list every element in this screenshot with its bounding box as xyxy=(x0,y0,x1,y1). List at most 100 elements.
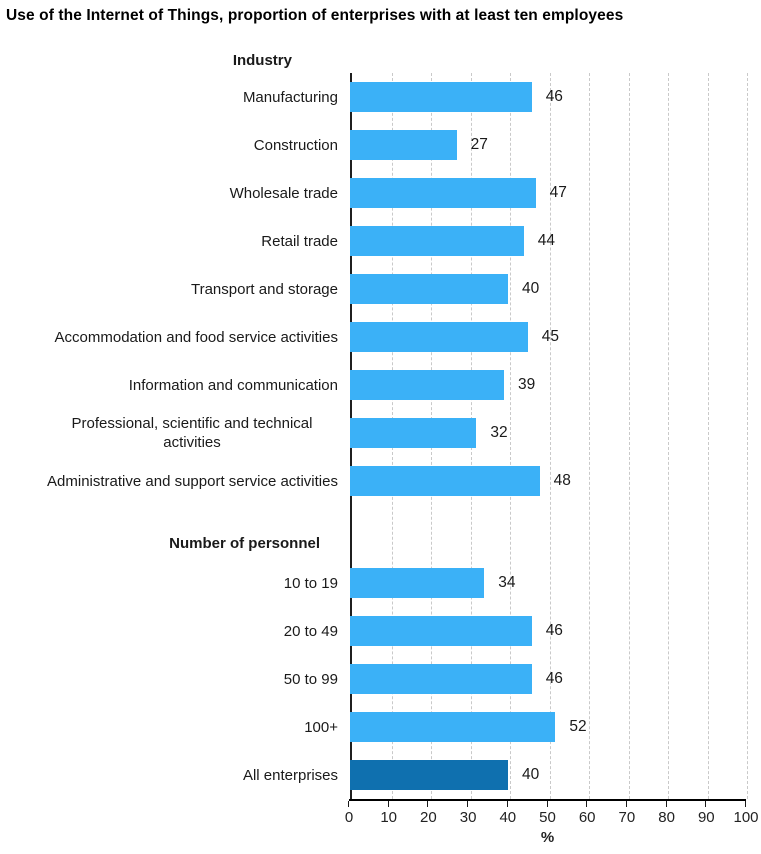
bar-administrative-and-support-service-activities xyxy=(350,466,540,497)
category-label-text: Professional, scientific and technical a… xyxy=(71,414,313,452)
group-header: Number of personnel xyxy=(0,505,761,559)
bar-row-retail-trade: Retail trade 44 xyxy=(0,217,761,265)
category-label-text: Accommodation and food service activitie… xyxy=(54,328,338,346)
bar-row-all-enterprises: All enterprises 40 xyxy=(0,751,761,799)
gridline xyxy=(747,73,748,800)
plot-cell: 52 xyxy=(350,703,745,751)
value-label: 44 xyxy=(537,232,556,250)
x-axis-label: % xyxy=(540,829,555,847)
category-label: 100+ xyxy=(0,718,350,738)
category-label-text: Construction xyxy=(253,136,338,154)
bar-manufacturing xyxy=(350,82,532,113)
category-label-text: Wholesale trade xyxy=(229,184,338,202)
plot-cell: 44 xyxy=(350,217,745,265)
category-label: 20 to 49 xyxy=(0,622,350,642)
bar-row-administrative-and-support-service-activities: Administrative and support service activ… xyxy=(0,457,761,505)
axis-tick xyxy=(625,801,627,808)
bar-row-transport-and-storage: Transport and storage 40 xyxy=(0,265,761,313)
category-label-text: 50 to 99 xyxy=(283,670,338,688)
axis-tick xyxy=(348,801,349,808)
bar-row-wholesale-trade: Wholesale trade 47 xyxy=(0,169,761,217)
gridline xyxy=(549,73,551,800)
plot-cell: 34 xyxy=(350,559,745,607)
axis-tick xyxy=(665,801,667,808)
axis-tick xyxy=(745,801,746,808)
value-label: 32 xyxy=(490,424,508,442)
chart-title: Use of the Internet of Things, proportio… xyxy=(6,7,624,24)
bar-information-and-communication xyxy=(350,370,505,401)
gridline xyxy=(589,73,590,800)
value-label: 48 xyxy=(553,472,571,490)
bar-construction xyxy=(350,130,457,161)
bar-row-10-to-19: 10 to 19 34 xyxy=(0,559,761,607)
x-axis: 0 10 20 30 40 50 60 70 80 90 100 % xyxy=(345,799,759,853)
gridline xyxy=(668,73,669,800)
value-label: 39 xyxy=(518,376,536,394)
category-label-text: All enterprises xyxy=(242,766,338,784)
category-label: 10 to 19 xyxy=(0,574,350,594)
axis-tick xyxy=(546,801,548,808)
axis-tick xyxy=(467,801,469,808)
bar-row-information-and-communication: Information and communication 39 xyxy=(0,361,761,409)
category-label-text: Administrative and support service activ… xyxy=(47,472,338,490)
plot-cell: 46 xyxy=(350,73,745,121)
axis-tick-label: 50 xyxy=(539,809,556,827)
axis-tick xyxy=(586,801,588,808)
category-label: Wholesale trade xyxy=(0,184,350,204)
category-label: 50 to 99 xyxy=(0,670,350,690)
axis-tick xyxy=(506,801,508,808)
value-label: 46 xyxy=(545,670,563,688)
plot-cell: 40 xyxy=(350,751,745,799)
plot-cell: 47 xyxy=(350,169,745,217)
plot-cell: 48 xyxy=(350,457,745,505)
value-label: 34 xyxy=(498,574,516,592)
category-label: Manufacturing xyxy=(0,88,350,108)
bar-20-to-49 xyxy=(350,616,532,647)
axis-tick-label: 90 xyxy=(697,809,715,827)
category-label-text: Retail trade xyxy=(261,232,338,250)
bar-transport-and-storage xyxy=(350,274,508,305)
axis-tick-label: 10 xyxy=(380,809,398,827)
axis-tick-label: 70 xyxy=(618,809,636,827)
plot-cell: 32 xyxy=(350,409,745,457)
bar-50-to-99 xyxy=(350,664,532,695)
bar-accommodation-and-food-service-activities xyxy=(350,322,528,353)
value-label: 40 xyxy=(522,280,540,298)
value-label: 46 xyxy=(545,622,563,640)
plot-cell: 46 xyxy=(350,607,745,655)
bar-all-enterprises xyxy=(350,760,508,791)
category-label-text: 10 to 19 xyxy=(283,574,338,592)
bar-100 xyxy=(350,712,556,743)
category-label: Information and communication xyxy=(0,376,350,396)
category-label-text: 100+ xyxy=(304,718,338,736)
axis-tick-label: 20 xyxy=(420,809,437,827)
gridline xyxy=(707,73,709,800)
plot-cell: 45 xyxy=(350,313,745,361)
bar-retail-trade xyxy=(350,226,524,257)
bar-row-professional-scientific-and-technical-activities: Professional, scientific and technical a… xyxy=(0,409,761,457)
axis-tick xyxy=(705,801,707,808)
bar-row-100: 100+ 52 xyxy=(0,703,761,751)
plot-cell: 39 xyxy=(350,361,745,409)
bar-row-accommodation-and-food-service-activities: Accommodation and food service activitie… xyxy=(0,313,761,361)
axis-tick xyxy=(427,801,429,808)
bar-wholesale-trade xyxy=(350,178,536,209)
group-header: Industry xyxy=(0,47,761,73)
category-label-text: Transport and storage xyxy=(190,280,338,298)
bar-row-20-to-49: 20 to 49 46 xyxy=(0,607,761,655)
axis-tick-label: 0 xyxy=(344,809,354,827)
axis-tick-label: 30 xyxy=(459,809,477,827)
category-label: Construction xyxy=(0,136,350,156)
group-header-text: Number of personnel xyxy=(169,535,320,553)
category-label: Transport and storage xyxy=(0,280,350,300)
axis-tick xyxy=(387,801,389,808)
group-header-label: Industry xyxy=(0,52,350,69)
value-label: 40 xyxy=(522,766,540,784)
category-label: Administrative and support service activ… xyxy=(0,472,350,492)
bar-professional-scientific-and-technical-activities xyxy=(350,418,477,449)
bar-row-manufacturing: Manufacturing 46 xyxy=(0,73,761,121)
category-label-text: 20 to 49 xyxy=(283,622,338,640)
gridline xyxy=(510,73,511,800)
plot-cell: 27 xyxy=(350,121,745,169)
value-label: 27 xyxy=(470,136,488,154)
